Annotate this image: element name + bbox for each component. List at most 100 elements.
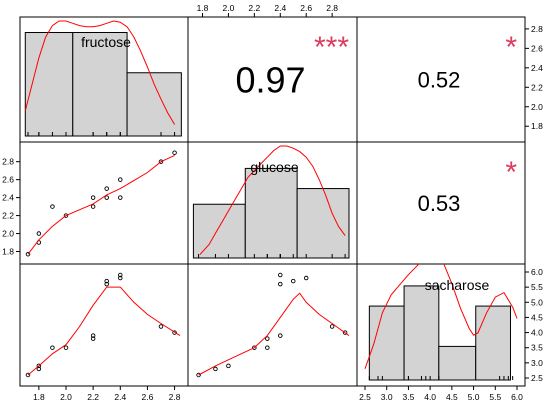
histogram-bar-sacharose-4 (475, 305, 511, 381)
histogram-bar-glucose-3 (296, 188, 350, 259)
scatter-point-sacharose-fructose-10 (118, 275, 123, 281)
x-tick-label-top-glucose-2.6: 2.6 (300, 3, 312, 13)
x-tick-label-sacharose-5.0: 5.0 (468, 392, 480, 402)
scatter-point-sacharose-glucose-8 (278, 281, 283, 287)
scatter-point-sacharose-glucose-13 (342, 330, 348, 335)
x-tick-label-fructose-2.4: 2.4 (114, 392, 126, 402)
y-tick-label-right-sacharose-3.5: 3.5 (531, 343, 543, 353)
histogram-bar-glucose-2 (244, 167, 298, 259)
x-tick-label-top-glucose-2.8: 2.8 (326, 3, 338, 13)
x-tick-label-fructose-2.8: 2.8 (169, 392, 181, 402)
scatter-point-glucose-fructose-11 (118, 195, 123, 200)
correlation-value-fructose-glucose: 0.97 (235, 59, 305, 100)
fit-line-sacharose-glucose (198, 292, 350, 376)
fit-line-glucose-fructose (27, 154, 175, 255)
histogram-bar-fructose-2 (72, 32, 128, 137)
scatter-point-sacharose-fructose-8 (104, 281, 109, 287)
variable-label-fructose: fructose (81, 34, 131, 50)
density-curve-sacharose (364, 264, 518, 369)
scatter-point-glucose-fructose-13 (172, 150, 177, 155)
scatter-point-sacharose-glucose-11 (278, 272, 283, 278)
scatter-point-sacharose-glucose-4 (265, 345, 270, 350)
scatter-point-glucose-fructose-12 (158, 159, 164, 164)
y-tick-label-right-fructose-1.8: 1.8 (531, 121, 543, 131)
x-tick-label-top-glucose-2.0: 2.0 (223, 3, 235, 13)
correlation-value-fructose-sacharose: 0.52 (418, 67, 461, 92)
x-tick-label-sacharose-3.5: 3.5 (403, 392, 415, 402)
x-tick-label-sacharose-2.5: 2.5 (359, 392, 371, 402)
y-tick-label-right-sacharose-2.5: 2.5 (531, 373, 543, 383)
histogram-bar-sacharose-2 (403, 285, 440, 381)
scatter-point-sacharose-glucose-9 (290, 278, 296, 284)
variable-label-glucose: glucose (250, 159, 298, 175)
x-tick-label-top-glucose-2.2: 2.2 (248, 3, 260, 13)
y-tick-label-glucose-2.2: 2.2 (2, 211, 14, 221)
scatter-point-sacharose-fructose-7 (90, 333, 96, 338)
scatter-point-glucose-fructose-1 (25, 251, 31, 257)
scatter-point-glucose-fructose-6 (90, 204, 96, 209)
scatter-point-sacharose-fructose-11 (118, 272, 123, 278)
correlation-value-glucose-sacharose: 0.53 (418, 191, 461, 216)
panel-frame-glucose-fructose (19, 141, 189, 265)
y-tick-label-right-sacharose-3.0: 3.0 (531, 358, 543, 368)
y-tick-label-right-fructose-2.8: 2.8 (531, 24, 543, 34)
scatter-point-glucose-fructose-8 (104, 195, 109, 200)
scatter-point-sacharose-glucose-10 (303, 275, 309, 281)
histogram-bar-fructose-3 (126, 72, 182, 137)
scatter-point-sacharose-fructose-6 (90, 336, 96, 341)
y-tick-label-right-fructose-2.4: 2.4 (531, 63, 543, 73)
histogram-bar-glucose-1 (192, 203, 246, 259)
scatter-point-sacharose-fructose-13 (172, 330, 177, 335)
y-tick-label-right-sacharose-5.0: 5.0 (531, 297, 543, 307)
x-tick-label-fructose-2.2: 2.2 (87, 392, 99, 402)
x-tick-label-fructose-2.0: 2.0 (60, 392, 72, 402)
x-tick-label-sacharose-5.5: 5.5 (489, 392, 501, 402)
x-tick-label-fructose-2.6: 2.6 (142, 392, 154, 402)
scatter-point-sacharose-glucose-7 (278, 333, 283, 338)
x-tick-label-sacharose-4.5: 4.5 (446, 392, 458, 402)
significance-stars-fructose-sacharose: * (505, 31, 517, 64)
density-curve-glucose (199, 145, 346, 255)
scatter-point-sacharose-fructose-12 (158, 324, 164, 329)
histogram-bar-sacharose-3 (438, 345, 477, 381)
x-tick-label-sacharose-4.0: 4.0 (424, 392, 436, 402)
scatter-point-glucose-fructose-4 (50, 204, 55, 209)
scatter-point-sacharose-fructose-3 (36, 363, 42, 369)
x-tick-label-sacharose-6.0: 6.0 (511, 392, 523, 402)
y-tick-label-right-sacharose-6.0: 6.0 (531, 267, 543, 277)
y-tick-label-right-sacharose-4.0: 4.0 (531, 328, 543, 338)
scatter-point-glucose-fructose-10 (118, 177, 123, 182)
scatter-point-sacharose-fructose-5 (63, 345, 69, 350)
histogram-bar-fructose-1 (24, 32, 74, 137)
scatter-point-glucose-fructose-3 (36, 231, 42, 236)
y-tick-label-right-fructose-2.0: 2.0 (531, 102, 543, 112)
x-tick-label-top-glucose-2.4: 2.4 (274, 3, 286, 13)
y-tick-label-glucose-2.4: 2.4 (2, 193, 14, 203)
scatter-point-sacharose-fructose-1 (25, 372, 31, 378)
scatter-point-glucose-fructose-5 (63, 213, 69, 218)
y-tick-label-glucose-2.8: 2.8 (2, 157, 14, 167)
scatter-point-sacharose-glucose-6 (265, 336, 270, 341)
significance-stars-glucose-sacharose: * (505, 156, 517, 189)
scatter-point-sacharose-fructose-9 (104, 278, 109, 284)
y-tick-label-glucose-2.0: 2.0 (2, 229, 14, 239)
x-tick-label-fructose-1.8: 1.8 (33, 392, 45, 402)
variable-label-sacharose: sacharose (425, 277, 490, 293)
scatter-point-glucose-fructose-7 (90, 195, 96, 200)
fit-line-sacharose-fructose (27, 286, 181, 376)
y-tick-label-right-fructose-2.6: 2.6 (531, 43, 543, 53)
scatter-point-sacharose-glucose-2 (213, 366, 218, 372)
y-tick-label-right-sacharose-4.5: 4.5 (531, 312, 543, 322)
significance-stars-fructose-glucose: *** (314, 31, 349, 64)
scatter-point-sacharose-glucose-3 (226, 363, 231, 369)
y-tick-label-glucose-1.8: 1.8 (2, 247, 14, 257)
density-curve-fructose (24, 20, 176, 125)
histogram-bar-sacharose-1 (368, 305, 405, 381)
scatter-point-sacharose-glucose-12 (329, 324, 335, 329)
y-tick-label-right-fructose-2.2: 2.2 (531, 82, 543, 92)
x-tick-label-top-glucose-1.8: 1.8 (197, 3, 209, 13)
scatter-point-sacharose-glucose-5 (252, 345, 257, 350)
scatter-point-sacharose-fructose-4 (50, 345, 55, 350)
scatter-point-glucose-fructose-9 (104, 186, 109, 191)
